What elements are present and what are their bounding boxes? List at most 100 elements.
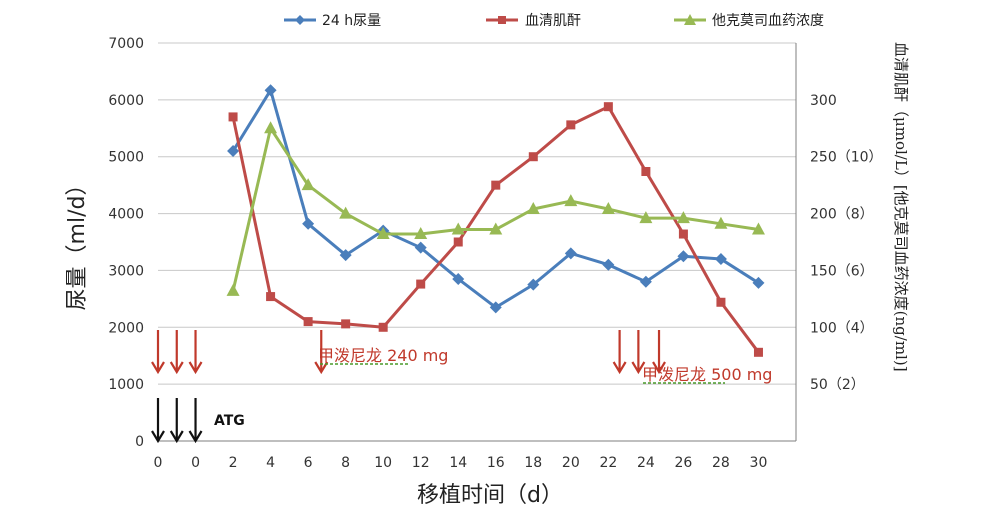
x-tick-label-8: 14 xyxy=(449,455,467,471)
legend-urine-marker xyxy=(295,15,305,25)
series-1-point-9 xyxy=(566,120,576,130)
x-axis-title: 移植时间（d） xyxy=(417,483,563,508)
y2-tick-label-4: 100（4） xyxy=(810,320,874,336)
series-0-point-11 xyxy=(639,275,652,288)
x-tick-label-11: 20 xyxy=(562,455,580,471)
y2-tick-label-5: 50（2） xyxy=(810,377,865,393)
black-arrow-1-head xyxy=(169,430,184,444)
x-tick-label-5: 8 xyxy=(341,455,350,471)
y-tick-label-1000: 1000 xyxy=(108,377,144,393)
y2-tick-label-3: 150（6） xyxy=(810,263,874,279)
series-2-point-3 xyxy=(339,206,353,219)
series-1-point-0 xyxy=(228,112,238,122)
black-arrow-0-head xyxy=(151,430,165,444)
series-1-point-12 xyxy=(678,229,688,239)
series-1-point-7 xyxy=(491,180,501,190)
series-2-point-4 xyxy=(376,227,390,240)
series-2-line xyxy=(231,126,759,292)
series-0-point-14 xyxy=(752,276,765,289)
x-tick-label-10: 18 xyxy=(524,455,542,471)
red-arrow-5-head xyxy=(631,361,646,375)
y2-axis-ticks: 300 250（10） 200（8） 150（6） 100（4） 50（2） xyxy=(810,93,883,393)
y-tick-label-7000: 7000 xyxy=(108,36,144,52)
series-1-point-2 xyxy=(303,317,313,327)
series-1-point-6 xyxy=(453,237,463,247)
series-2-point-14 xyxy=(751,222,765,235)
x-tick-label-9: 16 xyxy=(487,455,505,471)
series-1-point-5 xyxy=(416,279,426,289)
annotation-mp-240: 甲泼尼龙 240 mg xyxy=(318,346,448,365)
red-arrow-4-head xyxy=(612,361,627,375)
red-arrow-1-head xyxy=(169,361,184,375)
series-2-point-7 xyxy=(489,222,503,235)
series-0-point-12 xyxy=(677,250,690,263)
series-0-point-1 xyxy=(264,84,277,97)
series-1-point-11 xyxy=(641,166,651,176)
x-tick-label-13: 24 xyxy=(637,455,655,471)
series-2-point-9 xyxy=(564,194,578,207)
y-tick-label-0: 0 xyxy=(135,434,144,450)
axes xyxy=(158,43,797,442)
y-tick-label-4000: 4000 xyxy=(108,207,144,223)
series-2-point-8 xyxy=(526,202,540,215)
annotation-mp-500: 甲泼尼龙 500 mg xyxy=(642,365,772,384)
y-axis-title: 尿量（ml/d） xyxy=(65,174,90,311)
series-1-point-4 xyxy=(378,322,388,332)
red-arrow-6-head xyxy=(652,361,666,375)
series-0-point-6 xyxy=(452,272,465,285)
black-arrow-2-head xyxy=(188,430,203,444)
y-tick-label-3000: 3000 xyxy=(108,263,144,279)
series-1-point-1 xyxy=(266,292,276,302)
series-1-point-10 xyxy=(603,102,613,112)
legend-creatinine-label: 血清肌酐 xyxy=(525,13,581,29)
y-tick-label-5000: 5000 xyxy=(108,150,144,166)
red-arrow-0-head xyxy=(151,361,165,375)
y-tick-label-2000: 2000 xyxy=(108,320,144,336)
y-tick-label-6000: 6000 xyxy=(108,93,144,109)
series-0-point-0 xyxy=(227,145,240,158)
series-0-point-3 xyxy=(339,249,352,262)
series-0-point-10 xyxy=(602,258,615,271)
series-2-point-10 xyxy=(601,202,615,215)
x-tick-label-14: 26 xyxy=(674,455,692,471)
legend-tacrolimus-label: 他克莫司血药浓度 xyxy=(712,13,824,29)
x-tick-label-3: 4 xyxy=(266,455,275,471)
legend-tacrolimus-marker xyxy=(684,14,696,25)
series-0-point-2 xyxy=(302,217,315,230)
annotation-atg: ATG xyxy=(214,413,245,429)
y2-tick-label-0: 300 xyxy=(810,93,837,109)
x-tick-label-7: 12 xyxy=(412,455,430,471)
series-0-point-9 xyxy=(564,247,577,260)
x-tick-label-15: 28 xyxy=(712,455,730,471)
y2-tick-label-1: 250（10） xyxy=(810,150,883,166)
legend-creatinine-marker xyxy=(498,16,506,24)
series-1-point-3 xyxy=(341,319,351,329)
series-2-point-2 xyxy=(301,178,315,191)
series-2-point-13 xyxy=(714,216,728,229)
series-2-point-11 xyxy=(639,211,653,224)
x-tick-label-6: 10 xyxy=(374,455,392,471)
series-2-point-12 xyxy=(676,211,690,224)
y2-axis-title: 血清肌酐（μmol/L）[他克莫司血药浓度(ng/ml)] xyxy=(892,42,910,372)
series-1-point-14 xyxy=(753,347,763,357)
series-0-line xyxy=(231,88,760,309)
series-2-point-0 xyxy=(226,283,240,296)
x-tick-label-2: 2 xyxy=(229,455,238,471)
x-tick-label-12: 22 xyxy=(599,455,617,471)
x-tick-label-16: 30 xyxy=(750,455,768,471)
x-tick-label-4: 6 xyxy=(304,455,313,471)
arrow-markers xyxy=(151,330,666,444)
series-2-point-1 xyxy=(264,121,278,134)
series-0-point-5 xyxy=(414,241,427,254)
red-arrow-3-head xyxy=(314,361,329,375)
series-0-point-13 xyxy=(714,253,727,266)
series-0-point-7 xyxy=(489,301,502,314)
legend: 24 h尿量 血清肌酐 他克莫司血药浓度 xyxy=(284,13,824,29)
x-tick-label-1: 0 xyxy=(191,455,200,471)
series-layer xyxy=(226,84,765,357)
series-2-point-5 xyxy=(414,227,428,240)
series-0-point-8 xyxy=(527,278,540,291)
series-2-point-6 xyxy=(451,222,465,235)
y-axis-ticks: 0 1000 2000 3000 4000 5000 6000 7000 xyxy=(108,36,144,450)
